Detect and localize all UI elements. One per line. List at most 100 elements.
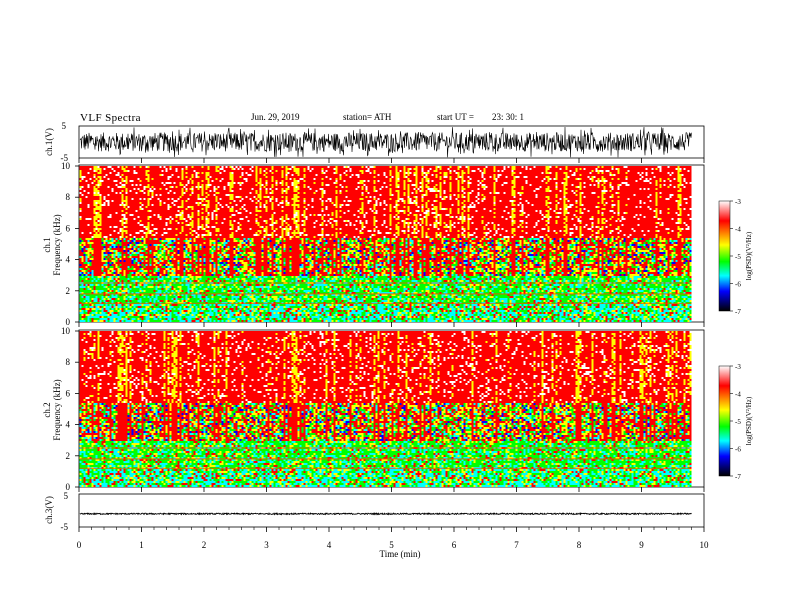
spectrogram-cell: [151, 166, 154, 168]
spectrogram-cell: [587, 174, 590, 176]
spectrogram-cell: [319, 170, 322, 172]
spectrogram-cell: [471, 178, 474, 180]
spectrogram-cell: [565, 172, 568, 174]
spectrogram-cell: [79, 174, 82, 176]
spectrogram-cell: [147, 166, 150, 168]
spectrogram-cell: [417, 168, 420, 170]
spectrogram-cell: [403, 170, 406, 172]
spectrogram-cell: [401, 184, 404, 186]
spectrogram-cell: [235, 170, 238, 172]
spectrogram-cell: [251, 186, 254, 188]
spectrogram-cell: [199, 174, 202, 176]
spectrogram-cell: [81, 188, 84, 190]
spectrogram-cell: [131, 194, 134, 196]
spectrogram-cell: [527, 172, 530, 174]
spectrogram-cell: [209, 196, 212, 198]
spectrogram-cell: [361, 192, 364, 194]
spectrogram-cell: [423, 172, 426, 174]
spectrogram-cell: [621, 168, 624, 170]
spectrogram-cell: [221, 170, 224, 172]
spectrogram-cell: [593, 186, 596, 188]
spectrogram-cell: [455, 182, 458, 184]
spectrogram-cell: [447, 166, 450, 168]
spectrogram-cell: [237, 174, 240, 176]
spectrogram-cell: [653, 194, 656, 196]
spectrogram-cell: [527, 170, 530, 172]
spectrogram-cell: [617, 190, 620, 192]
spectrogram-cell: [347, 190, 350, 192]
spectrogram-cell: [541, 194, 544, 196]
spectrogram-cell: [577, 180, 580, 182]
spectrogram-cell: [121, 178, 124, 180]
spectrogram-cell: [219, 198, 222, 200]
spectrogram-cell: [471, 194, 474, 196]
spectrogram-cell: [247, 174, 250, 176]
spectrogram-cell: [473, 188, 476, 190]
spectrogram-cell: [239, 194, 242, 196]
spectrogram-cell: [589, 182, 592, 184]
spectrogram-cell: [195, 166, 198, 168]
spectrogram-cell: [527, 182, 530, 184]
spectrogram-cell: [371, 170, 374, 172]
spectrogram-cell: [183, 180, 186, 182]
spectrogram-cell: [129, 172, 132, 174]
spectrogram-cell: [267, 184, 270, 186]
spectrogram-cell: [579, 196, 582, 198]
spectrogram-cell: [201, 166, 204, 168]
spectrogram-cell: [233, 190, 236, 192]
spectrogram-cell: [191, 172, 194, 174]
spectrogram-cell: [363, 172, 366, 174]
spectrogram-cell: [369, 186, 372, 188]
spectrogram-cell: [283, 194, 286, 196]
spectrogram-cell: [185, 180, 188, 182]
spectrogram-cell: [357, 190, 360, 192]
spectrogram-cell: [405, 182, 408, 184]
spectrogram-cell: [143, 166, 146, 168]
spectrogram-cell: [259, 190, 262, 192]
spectrogram-cell: [641, 182, 644, 184]
spectrogram-cell: [553, 166, 556, 168]
spectrogram-cell: [385, 168, 388, 170]
spectrogram-cell: [375, 182, 378, 184]
spectrogram-cell: [557, 178, 560, 180]
spectrogram-cell: [323, 174, 326, 176]
spectrogram-cell: [103, 196, 106, 198]
spectrogram-cell: [587, 196, 590, 198]
spectrogram-cell: [157, 198, 160, 200]
spectrogram-cell: [615, 180, 618, 182]
spectrogram-cell: [201, 198, 204, 200]
spectrogram-cell: [259, 170, 262, 172]
spectrogram-cell: [449, 186, 452, 188]
spectrogram-cell: [551, 184, 554, 186]
spectrogram-cell: [621, 178, 624, 180]
spectrogram-cell: [645, 170, 648, 172]
spectrogram-cell: [271, 180, 274, 182]
spectrogram-cell: [335, 172, 338, 174]
spectrogram-cell: [489, 166, 492, 168]
spectrogram-cell: [347, 196, 350, 198]
spectrogram-cell: [571, 174, 574, 176]
spectrogram-cell: [177, 180, 180, 182]
spectrogram-cell: [445, 188, 448, 190]
spectrogram-cell: [609, 172, 612, 174]
spectrogram-cell: [391, 176, 394, 178]
spectrogram-cell: [375, 194, 378, 196]
spectrogram-cell: [221, 190, 224, 192]
spectrogram-cell: [483, 196, 486, 198]
spectrogram-cell: [623, 190, 626, 192]
spectrogram-cell: [677, 184, 680, 186]
spectrogram-cell: [563, 192, 566, 194]
spectrogram-cell: [263, 170, 266, 172]
spectrogram-cell: [247, 168, 250, 170]
spectrogram-cell: [177, 194, 180, 196]
spectrogram-cell: [669, 170, 672, 172]
spectrogram-cell: [375, 166, 378, 168]
spectrogram-cell: [627, 176, 630, 178]
spectrogram-cell: [621, 186, 624, 188]
spectrogram-cell: [483, 190, 486, 192]
spectrogram-cell: [419, 192, 422, 194]
spectrogram-cell: [159, 190, 162, 192]
spectrogram-cell: [493, 186, 496, 188]
spectrogram-cell: [205, 198, 208, 200]
spectrogram-cell: [277, 196, 280, 198]
